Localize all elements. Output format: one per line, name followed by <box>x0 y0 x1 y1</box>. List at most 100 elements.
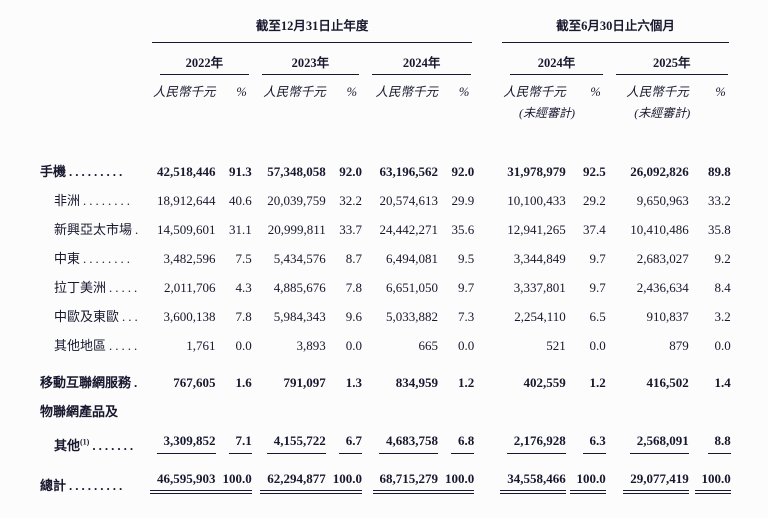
cell-percent: 9.6 <box>326 296 362 325</box>
cell-percent <box>216 391 252 420</box>
year-label: 2025年 <box>615 55 728 75</box>
cell-amount: 2,011,706 <box>150 267 216 296</box>
amount-value: 834,959 <box>395 375 438 390</box>
percent-value: 8.7 <box>345 251 362 266</box>
amount-value: 416,502 <box>646 375 689 390</box>
cell-amount: 57,348,058 <box>252 121 326 180</box>
percent-value: 1.2 <box>458 375 475 390</box>
dot-leader: ....... <box>92 438 137 453</box>
amount-value: 63,196,562 <box>379 164 439 179</box>
cell-percent: 9.7 <box>566 238 606 267</box>
column-spacer <box>474 43 500 75</box>
percent-header: % <box>715 85 726 99</box>
cell-amount: 20,574,613 <box>362 180 439 209</box>
dot-leader: ..... <box>109 338 141 353</box>
section-interim: 截至6月30日止六個月 <box>500 14 731 43</box>
year-2022: 2022年 <box>150 43 252 75</box>
percent-value: 6.8 <box>451 433 475 454</box>
cell-amount: 4,885,676 <box>252 267 326 296</box>
cell-percent: 7.1 <box>216 420 252 454</box>
cell-amount: 402,559 <box>500 354 566 391</box>
table-row: 其他地區..... 1,761 0.0 3,893 0.0 665 0.0 521 0.0 879… <box>40 325 731 354</box>
percent-header: % <box>458 85 470 99</box>
percent-value: 92.0 <box>451 164 475 179</box>
row-label-text: 非洲 <box>54 193 81 208</box>
percent-value: 1.2 <box>589 375 606 390</box>
cell-amount: 3,337,801 <box>500 267 566 296</box>
dot-leader: ... <box>122 309 141 324</box>
cell-amount: 4,683,758 <box>362 420 438 454</box>
percent-value: 29.2 <box>583 193 606 208</box>
amount-value: 402,559 <box>523 375 566 390</box>
row-label: 物聯網產品及 <box>40 391 150 420</box>
row-label: 移動互聯網服務. <box>40 354 150 391</box>
year-2024-interim: 2024年 <box>500 43 606 75</box>
cell-percent <box>438 391 474 420</box>
percent-value: 6.5 <box>589 309 606 324</box>
header-spacer <box>40 43 150 75</box>
cell-amount: 12,941,265 <box>500 209 566 238</box>
amount-header: 人民幣千元 <box>375 85 438 99</box>
cell-amount <box>500 391 566 420</box>
cell-amount: 6,494,081 <box>362 238 438 267</box>
row-label-text: 其他 <box>54 438 81 453</box>
amount-value: 57,348,058 <box>267 164 326 179</box>
column-spacer <box>474 325 500 354</box>
table-row: 中歐及東歐... 3,600,138 7.8 5,984,343 9.6 5,033,88… <box>40 296 731 325</box>
percent-value: 100.0 <box>438 471 475 494</box>
header-spacer <box>40 75 150 100</box>
cell-amount: 834,959 <box>362 354 438 391</box>
column-spacer <box>474 75 500 100</box>
cell-percent: 100.0 <box>438 454 475 494</box>
column-spacer <box>474 391 500 420</box>
row-label-text: 新興亞太市場 <box>54 222 133 237</box>
percent-value: 29.9 <box>451 193 475 208</box>
percent-value: 7.5 <box>235 251 252 266</box>
cell-amount: 20,039,759 <box>252 180 326 209</box>
column-spacer <box>474 100 500 121</box>
cell-percent: 100.0 <box>325 454 362 494</box>
cell-amount: 3,482,596 <box>150 238 216 267</box>
cell-percent: 8.8 <box>689 420 731 454</box>
amount-value: 791,097 <box>283 375 326 390</box>
row-label: 其他(1)....... <box>40 420 150 454</box>
cell-amount: 5,434,576 <box>252 238 326 267</box>
cell-amount: 5,033,882 <box>362 296 438 325</box>
row-label-text: 手機 <box>40 164 67 179</box>
unaudited-note: (未經審計) <box>519 106 575 120</box>
percent-value: 7.8 <box>345 280 362 295</box>
cell-percent: 35.8 <box>689 209 731 238</box>
percent-value: 3.2 <box>714 309 731 324</box>
column-spacer <box>474 180 500 209</box>
cell-percent: 29.2 <box>566 180 606 209</box>
header-spacer <box>40 14 150 43</box>
column-spacer <box>474 420 500 454</box>
percent-value: 100.0 <box>694 471 731 494</box>
cell-amount: 63,196,562 <box>362 121 439 180</box>
year-label: 2024年 <box>510 55 603 75</box>
amount-value: 46,595,903 <box>150 471 216 494</box>
row-label: 總計......... <box>40 454 150 494</box>
dot-leader: . <box>134 375 141 390</box>
header-spacer <box>150 100 474 121</box>
cell-percent: 6.3 <box>566 420 606 454</box>
percent-value: 35.8 <box>708 222 731 237</box>
cell-amount: 791,097 <box>252 354 326 391</box>
percent-value: 0.0 <box>458 338 475 353</box>
cell-percent: 3.2 <box>689 296 731 325</box>
cell-percent: 1.6 <box>216 354 252 391</box>
cell-percent <box>326 391 362 420</box>
cell-amount: 5,984,343 <box>252 296 326 325</box>
column-spacer <box>474 296 500 325</box>
cell-amount: 910,837 <box>606 296 689 325</box>
cell-amount: 10,410,486 <box>606 209 689 238</box>
cell-amount: 26,092,826 <box>606 121 689 180</box>
cell-amount: 2,254,110 <box>500 296 566 325</box>
cell-percent <box>566 391 606 420</box>
row-label-text: 中歐及東歐 <box>54 309 120 324</box>
cell-percent: 9.2 <box>689 238 731 267</box>
cell-percent: 7.8 <box>216 296 252 325</box>
amount-value: 29,077,419 <box>623 471 689 494</box>
amount-value: 6,651,050 <box>386 280 438 295</box>
amount-value: 14,509,601 <box>157 222 216 237</box>
